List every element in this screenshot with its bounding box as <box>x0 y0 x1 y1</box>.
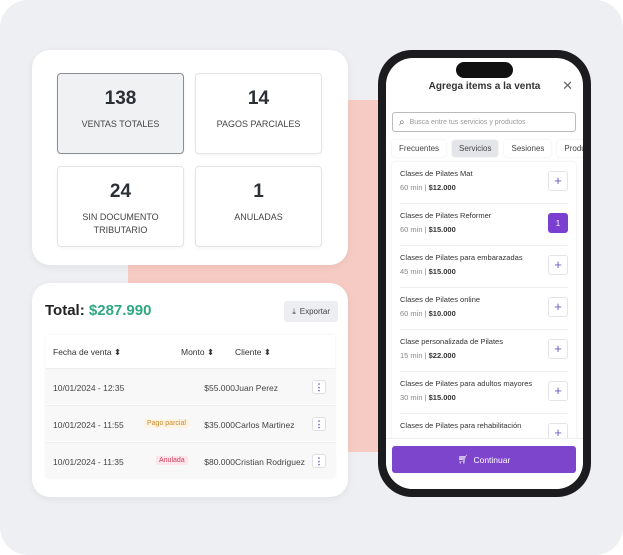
sales-card: Total: $287.990 ⤓ Exportar Fecha de venta… <box>32 283 348 497</box>
row-amount: $80.000 <box>204 457 235 467</box>
stat-label: VENTAS TOTALES <box>81 119 160 129</box>
dynamic-island <box>456 62 513 78</box>
cart-icon: 🛒︎ <box>457 454 469 464</box>
modal-title: Agrega items a la venta <box>428 81 541 92</box>
table-header: Fecha de venta ⬍ Monto ⬍ Cliente ⬍ <box>46 335 335 368</box>
table-row[interactable]: 10/01/2024 - 11:35 Anulada $80.000 Crist… <box>46 442 335 478</box>
search-icon: ⌕ <box>399 116 405 128</box>
phone-mockup: Agrega items a la venta ✕ ⌕ Busca entre t… <box>378 50 591 497</box>
item-name: Clases de Pilates para adultos mayores <box>400 379 533 388</box>
stat-value: 24 <box>109 181 132 202</box>
row-date: 10/01/2024 - 12:35 <box>53 383 125 393</box>
stats-card: 138 VENTAS TOTALES 14 PAGOS PARCIALES 24 SI… <box>32 50 348 265</box>
table-row[interactable]: 10/01/2024 - 11:55 Pago parcial $35.000 … <box>46 405 335 441</box>
more-options-icon[interactable]: ⋮ <box>312 380 326 394</box>
total-label: Total: <box>45 302 85 319</box>
stat-label: PAGOS PARCIALES <box>216 119 301 129</box>
total-amount: $287.990 <box>88 302 152 319</box>
add-icon[interactable]: + <box>548 381 568 401</box>
row-date: 10/01/2024 - 11:55 <box>53 420 124 430</box>
add-icon[interactable]: + <box>548 255 568 275</box>
item-name: Clases de Pilates para embarazadas <box>400 253 523 262</box>
add-icon[interactable]: + <box>548 297 568 317</box>
item-name: Clases de Pilates Mat <box>400 169 473 178</box>
item-meta: 60 min | $10.000 <box>400 309 456 318</box>
sales-table: Fecha de venta ⬍ Monto ⬍ Cliente ⬍ 10/01… <box>46 335 335 478</box>
item-name: Clases de Pilates para rehabilitación <box>400 421 522 430</box>
tab-sesiones[interactable]: Sesiones <box>504 140 552 157</box>
download-icon: ⤓ <box>292 306 296 316</box>
row-amount: $55.000 <box>204 383 235 393</box>
item-name: Clases de Pilates Reformer <box>400 211 492 220</box>
close-icon[interactable]: ✕ <box>562 78 573 93</box>
row-client: Juan Perez <box>235 383 278 393</box>
table-row[interactable]: 10/01/2024 - 12:35 $55.000 Juan Perez ⋮ <box>46 368 335 404</box>
tab-frecuentes[interactable]: Frecuentes <box>392 140 447 157</box>
row-date: 10/01/2024 - 11:35 <box>53 457 124 467</box>
tabs: Frecuentes Servicios Sesiones Productos <box>392 140 583 157</box>
item-name: Clase personalizada de Pilates <box>400 337 503 346</box>
total: Total: $287.990 <box>45 302 151 319</box>
item-meta: 15 min | $22.000 <box>400 351 456 360</box>
list-item: Clases de Pilates Reformer 60 min | $15.0… <box>400 204 568 246</box>
row-amount: $35.000 <box>204 420 235 430</box>
modal-footer: 🛒︎ Continuar <box>386 438 583 489</box>
search-placeholder: Busca entre tus servicios y productos <box>409 118 526 126</box>
row-client: Carlos Martinez <box>235 420 295 430</box>
continue-label: Continuar <box>473 454 511 465</box>
stat-value: 14 <box>247 88 270 109</box>
list-item: Clases de Pilates Mat 60 min | $12.000 + <box>400 162 568 204</box>
tab-productos[interactable]: Productos <box>557 140 583 157</box>
search-input[interactable]: ⌕ Busca entre tus servicios y productos <box>392 112 576 132</box>
stat-label: ANULADAS <box>234 212 283 222</box>
list-item: Clases de Pilates para adultos mayores 30… <box>400 372 568 414</box>
quantity-button[interactable]: 1 <box>548 213 568 233</box>
col-cliente[interactable]: Cliente ⬍ <box>235 347 271 357</box>
list-item: Clase personalizada de Pilates 15 min | $… <box>400 330 568 372</box>
add-icon[interactable]: + <box>548 339 568 359</box>
add-icon[interactable]: + <box>548 171 568 191</box>
list-item: Clases de Pilates para embarazadas 45 min… <box>400 246 568 288</box>
item-name: Clases de Pilates online <box>400 295 481 304</box>
export-button[interactable]: ⤓ Exportar <box>284 301 338 322</box>
status-badge: Pago parcial <box>144 419 189 428</box>
phone-screen: Agrega items a la venta ✕ ⌕ Busca entre t… <box>386 58 583 489</box>
continue-button[interactable]: 🛒︎ Continuar <box>392 446 576 473</box>
item-meta: 45 min | $15.000 <box>400 267 456 276</box>
stat-pagos-parciales[interactable]: 14 PAGOS PARCIALES <box>195 73 322 154</box>
stat-value: 138 <box>104 88 137 109</box>
stat-sin-documento[interactable]: 24 SIN DOCUMENTO TRIBUTARIO <box>57 166 184 247</box>
stat-label: SIN DOCUMENTO TRIBUTARIO <box>82 212 159 235</box>
more-options-icon[interactable]: ⋮ <box>312 417 326 431</box>
col-fecha[interactable]: Fecha de venta ⬍ <box>53 347 122 357</box>
status-badge: Anulada <box>156 456 188 465</box>
stat-value: 1 <box>253 181 264 202</box>
item-meta: 30 min | $15.000 <box>400 393 456 402</box>
item-meta: 60 min | $12.000 <box>400 183 456 192</box>
row-client: Cristian Rodriguez <box>235 457 305 467</box>
stat-anuladas[interactable]: 1 ANULADAS <box>195 166 322 247</box>
list-item: Clases de Pilates online 60 min | $10.000… <box>400 288 568 330</box>
item-meta: 60 min | $15.000 <box>400 225 456 234</box>
more-options-icon[interactable]: ⋮ <box>312 454 326 468</box>
export-label: Exportar <box>299 307 330 316</box>
tab-servicios[interactable]: Servicios <box>452 140 499 157</box>
col-monto[interactable]: Monto ⬍ <box>181 347 215 357</box>
stat-ventas-totales[interactable]: 138 VENTAS TOTALES <box>57 73 184 154</box>
